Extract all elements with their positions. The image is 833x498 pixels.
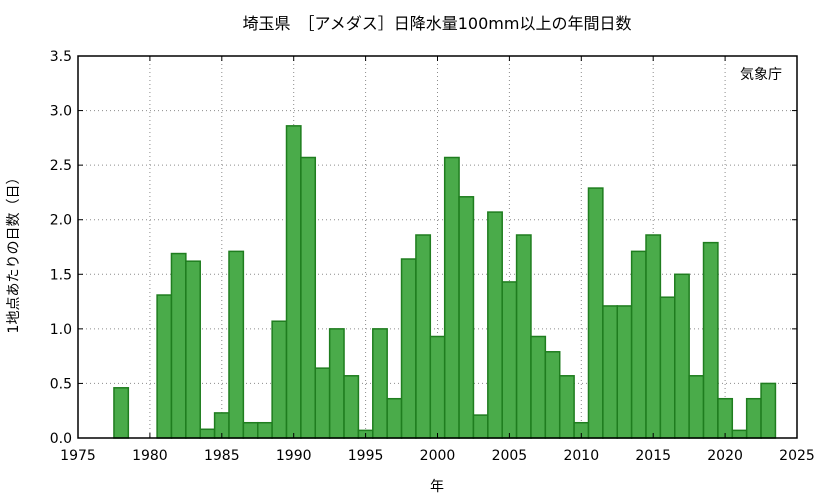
bar	[300, 156, 317, 439]
bar	[271, 320, 288, 439]
y-tick-label: 2.5	[50, 158, 72, 174]
bar	[745, 397, 762, 439]
bar	[328, 328, 345, 439]
bar	[443, 156, 460, 439]
bar	[731, 429, 748, 439]
bar	[400, 258, 417, 439]
bar	[501, 281, 518, 439]
bar	[630, 250, 647, 439]
bar	[587, 187, 604, 439]
x-tick-label: 1980	[132, 448, 168, 464]
y-tick-label: 0.5	[50, 376, 72, 392]
bar	[674, 273, 690, 439]
chart-title: 埼玉県 ［アメダス］日降水量100mm以上の年間日数	[243, 14, 632, 33]
y-tick-label: 3.5	[50, 49, 72, 65]
x-tick-label: 1995	[348, 448, 384, 464]
bar	[645, 234, 662, 439]
bar	[760, 382, 777, 439]
x-tick-label: 2010	[563, 448, 599, 464]
bar	[113, 387, 130, 439]
bar	[616, 305, 633, 439]
x-tick-label: 2025	[779, 448, 815, 464]
bar	[530, 335, 547, 439]
bar	[602, 305, 618, 439]
bar	[199, 428, 216, 439]
x-axis: 1975 1980 1985 1990 1995 2000 2005 2010 2015 2020…	[60, 56, 815, 464]
bar	[659, 296, 676, 439]
bar	[458, 196, 475, 439]
bar	[343, 375, 360, 439]
y-tick-label: 1.5	[50, 267, 72, 283]
x-tick-label: 2000	[420, 448, 456, 464]
x-tick-label: 2020	[707, 448, 743, 464]
bar	[156, 294, 173, 439]
x-tick-label: 2015	[635, 448, 671, 464]
source-label: 気象庁	[740, 67, 782, 83]
x-tick-label: 1990	[276, 448, 312, 464]
y-axis: 0.0 0.5 1.0 1.5 2.0 2.5 3.0 3.5	[50, 49, 797, 447]
bar	[429, 335, 446, 439]
x-tick-label: 2005	[492, 448, 528, 464]
bar	[558, 375, 575, 439]
bar	[688, 375, 705, 439]
bar	[285, 125, 302, 439]
bars	[113, 125, 777, 439]
bar	[487, 211, 503, 439]
bar	[314, 367, 331, 439]
y-tick-label: 0.0	[50, 431, 72, 447]
bar	[185, 260, 201, 439]
bar	[472, 414, 489, 439]
bar	[415, 234, 432, 439]
bar	[544, 351, 561, 439]
y-tick-label: 3.0	[50, 104, 72, 120]
bar	[372, 328, 388, 439]
x-tick-label: 1975	[60, 448, 96, 464]
y-tick-label: 1.0	[50, 322, 72, 338]
y-axis-label: 1地点あたりの日数（日）	[6, 171, 22, 334]
bar	[257, 421, 273, 439]
bar	[242, 421, 259, 439]
bar	[170, 252, 187, 439]
bar	[515, 234, 532, 439]
y-tick-label: 2.0	[50, 213, 72, 229]
bar	[702, 241, 719, 439]
x-axis-label: 年	[430, 479, 444, 495]
bar	[228, 250, 245, 439]
bar	[717, 397, 734, 439]
x-tick-label: 1985	[204, 448, 240, 464]
bar	[386, 397, 403, 439]
